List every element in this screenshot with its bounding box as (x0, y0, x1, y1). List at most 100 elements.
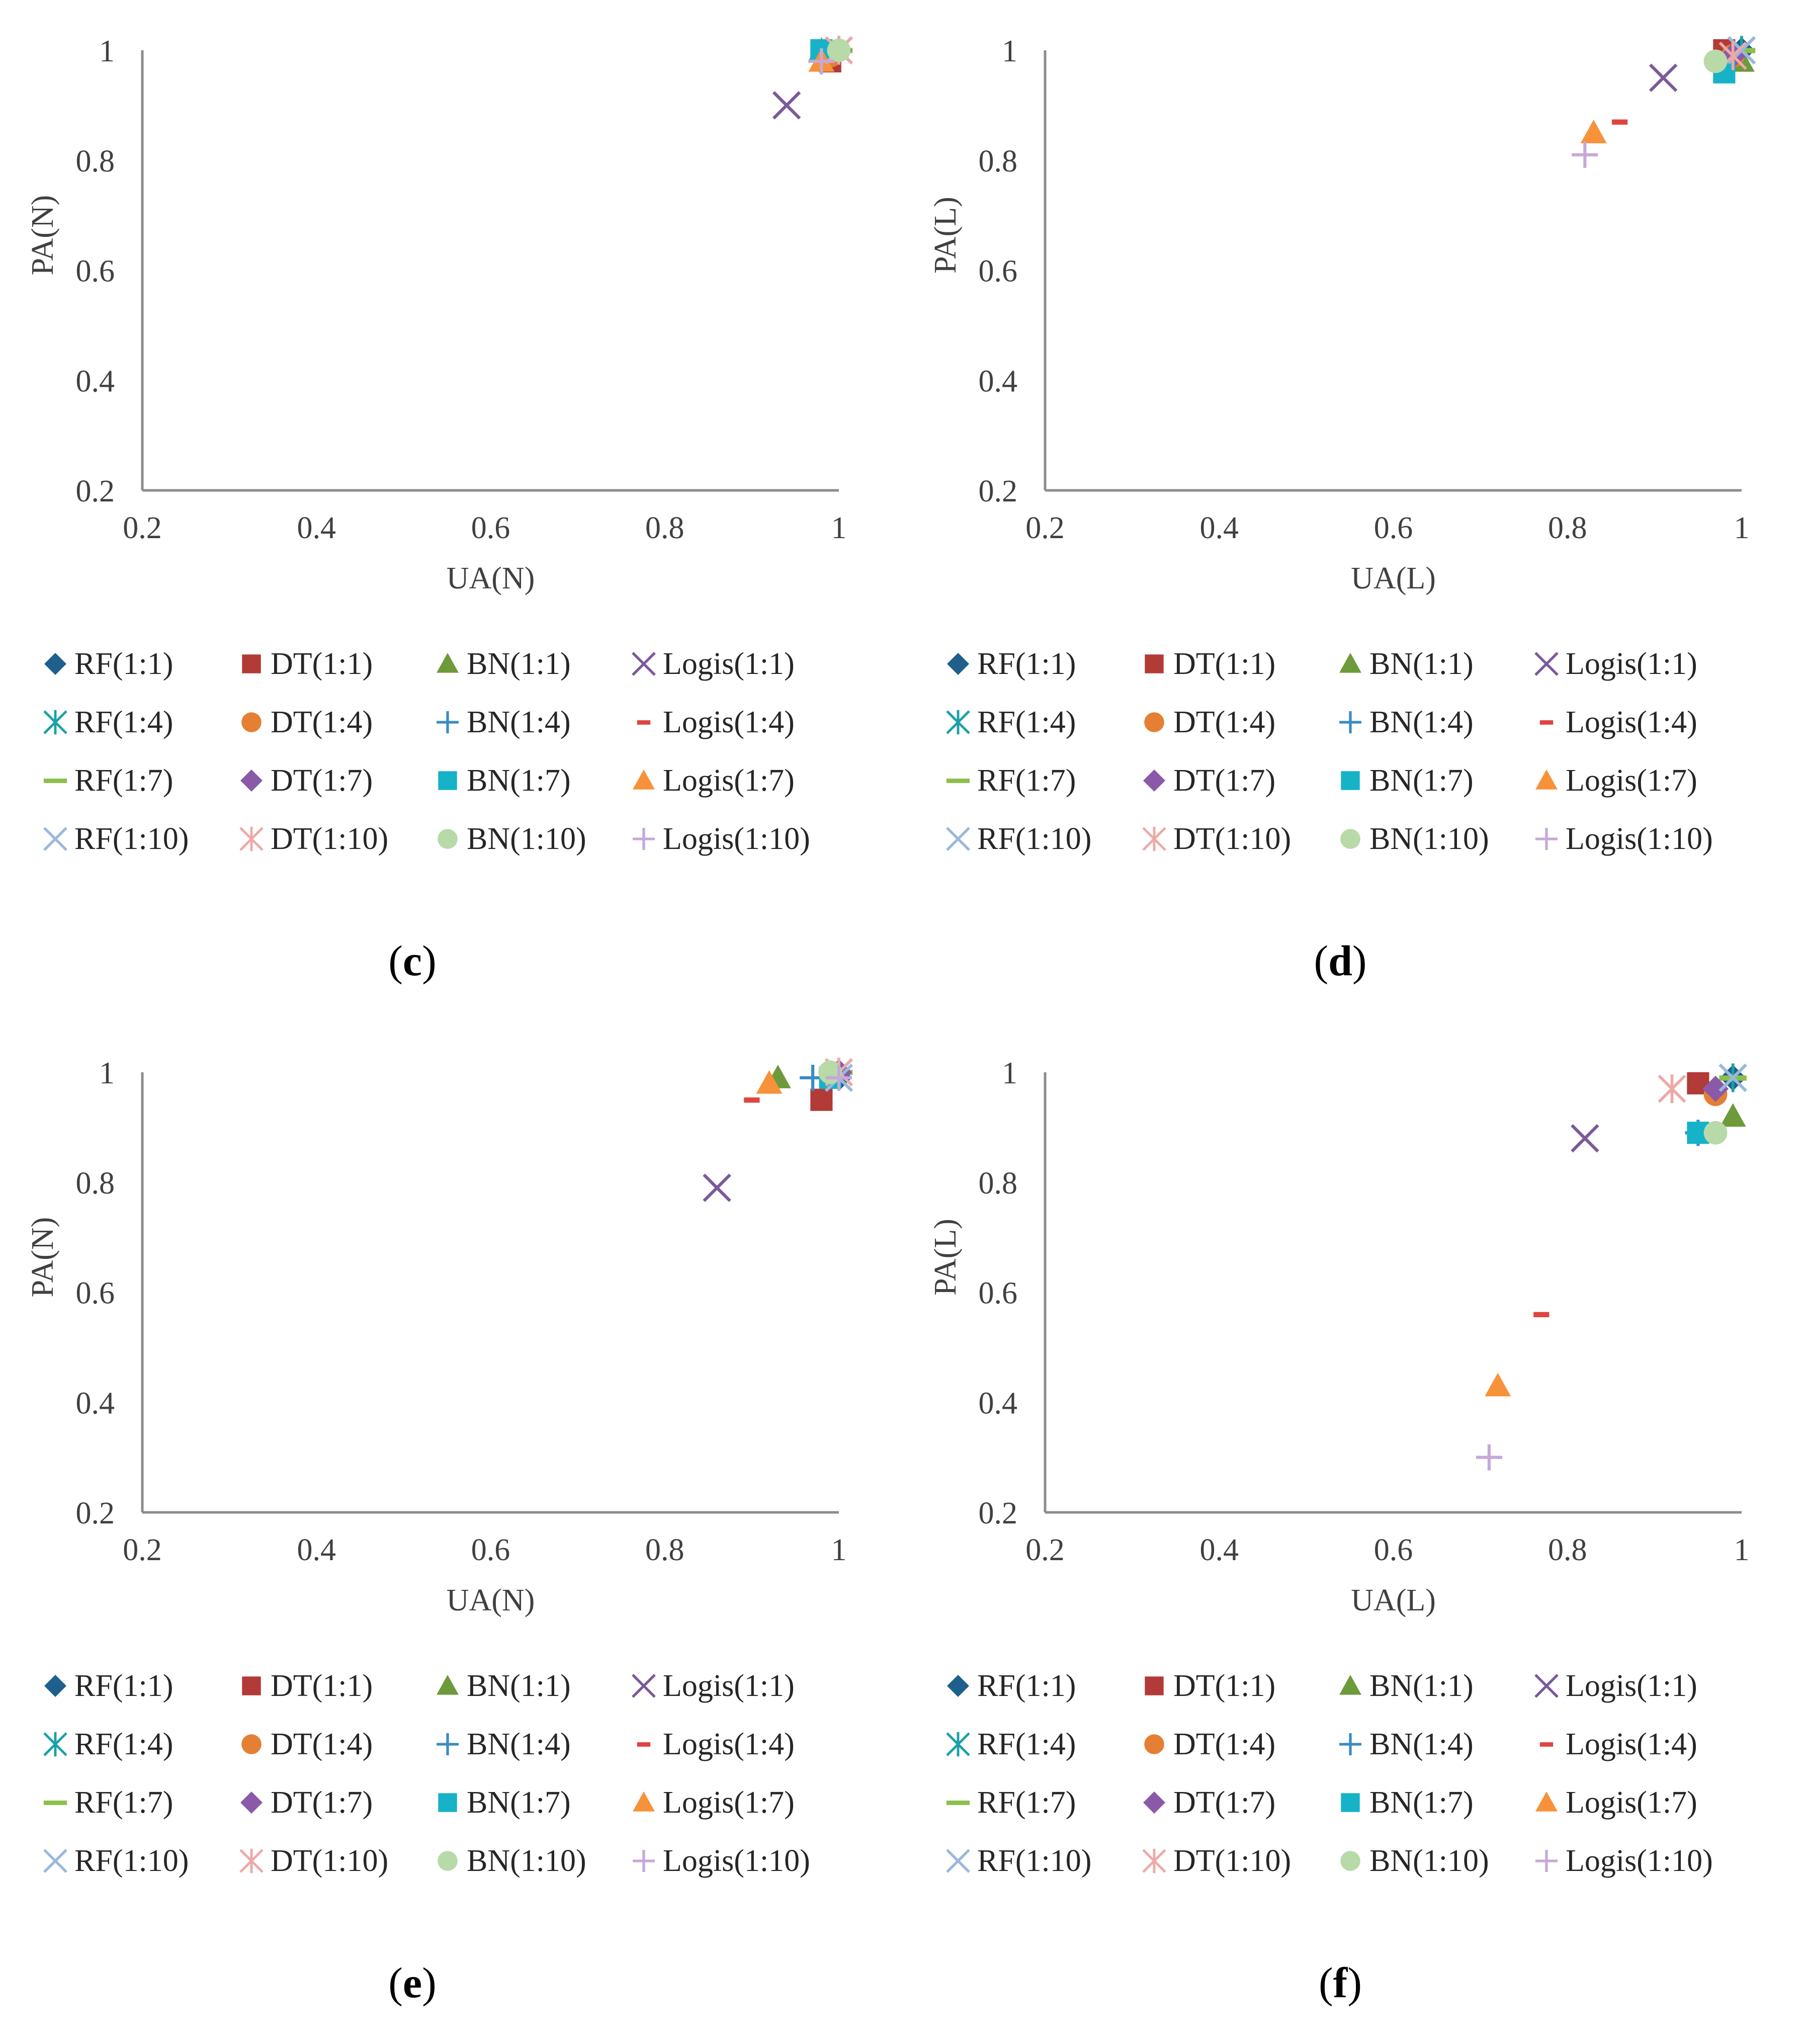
legend-marker-dt-1-10 (1142, 1848, 1166, 1873)
legend-marker-bn-1-10 (438, 829, 458, 849)
scatter-plot-f: 0.2 0.4 0.6 0.8 1 0.2 0.4 0.6 0.8 1 UA(L) PA(L) RF(1… (928, 1056, 1750, 1878)
legend-label: BN(1:10) (467, 1844, 586, 1878)
x-tick-label: 0.4 (297, 1533, 336, 1567)
legend-label: Logis(1:4) (1566, 1727, 1697, 1761)
legend-label: RF(1:1) (74, 1669, 173, 1703)
x-tick-label: 1 (831, 1533, 847, 1567)
x-tick-label: 1 (1734, 1533, 1750, 1567)
x-tick-label: 0.4 (1200, 511, 1239, 545)
legend-marker-dt-1-10 (239, 1848, 264, 1873)
legend-label: BN(1:10) (1369, 822, 1489, 856)
legend-label: Logis(1:1) (1566, 647, 1697, 681)
legend-marker-rf-1-7 (43, 779, 67, 783)
legend-label: BN(1:1) (1369, 1669, 1474, 1703)
legend-label: Logis(1:7) (1566, 1785, 1697, 1820)
y-axis-title: PA(L) (928, 197, 963, 274)
legend-marker-logis-1-4 (637, 1742, 651, 1747)
data-point-dt-1-1 (810, 1088, 833, 1111)
y-tick-label: 1 (1002, 1056, 1017, 1090)
legend-marker-rf-1-1 (947, 653, 969, 675)
legend-label: RF(1:10) (977, 822, 1091, 856)
legend-marker-bn-1-7 (1341, 771, 1360, 790)
x-tick-label: 0.8 (645, 1533, 684, 1567)
legend-label: Logis(1:4) (1566, 705, 1697, 739)
panel-f: 0.2 0.4 0.6 0.8 1 0.2 0.4 0.6 0.8 1 UA(L) PA(L) RF(1… (903, 1022, 1805, 2044)
legend-label: DT(1:1) (271, 647, 373, 681)
x-tick-label: 0.6 (471, 1533, 510, 1567)
data-point-logis-1-4 (1612, 119, 1628, 125)
legend-label: RF(1:4) (74, 1727, 173, 1761)
y-tick-label: 0.2 (76, 474, 115, 508)
legend-label: DT(1:4) (1173, 705, 1275, 739)
y-tick-label: 1 (99, 1056, 115, 1090)
legend-label: RF(1:10) (74, 822, 189, 856)
legend-label: DT(1:4) (271, 1727, 373, 1761)
legend-label: DT(1:1) (271, 1669, 373, 1703)
legend-label: BN(1:7) (1369, 1785, 1474, 1820)
legend-marker-logis-1-1 (632, 652, 656, 676)
legend-marker-bn-1-1 (1339, 653, 1361, 673)
x-tick-label: 1 (1734, 511, 1750, 545)
legend-label: BN(1:4) (467, 705, 571, 739)
legend-marker-logis-1-1 (632, 1674, 656, 1698)
x-axis-title: UA(L) (1351, 561, 1436, 595)
legend-marker-dt-1-4 (241, 1734, 262, 1754)
legend-label: Logis(1:4) (663, 1727, 795, 1761)
legend-marker-bn-1-7 (438, 771, 457, 790)
legend-marker-logis-1-4 (1539, 1742, 1554, 1747)
legend-marker-rf-1-10 (43, 1849, 67, 1873)
data-point-logis-1-10 (826, 1064, 852, 1091)
x-tick-label: 0.8 (1548, 511, 1587, 545)
legend-marker-dt-1-10 (1142, 826, 1166, 851)
legend-marker-logis-1-1 (1534, 1674, 1559, 1698)
legend-label: DT(1:7) (1173, 763, 1275, 798)
legend-marker-rf-1-4 (43, 1732, 67, 1757)
legend-label: DT(1:7) (271, 1785, 373, 1820)
legend-label: BN(1:4) (1369, 1727, 1474, 1761)
legend-label: DT(1:1) (1173, 647, 1275, 681)
legend-marker-dt-1-4 (241, 712, 262, 732)
legend-label: Logis(1:1) (1566, 1669, 1697, 1703)
legend-label: DT(1:10) (271, 822, 388, 856)
x-tick-label: 0.4 (1200, 1533, 1239, 1567)
x-tick-label: 0.2 (1025, 1533, 1065, 1567)
legend-marker-bn-1-10 (1340, 829, 1360, 849)
legend-marker-dt-1-1 (242, 654, 261, 673)
y-tick-label: 0.4 (979, 364, 1018, 398)
x-axis-title: UA(N) (447, 1583, 535, 1617)
panel-c: 0.2 0.4 0.6 0.8 1 0.2 0.4 0.6 0.8 1 UA(N) PA(N) RF(1… (0, 0, 903, 1022)
legend-marker-rf-1-1 (44, 1675, 66, 1697)
legend-label: Logis(1:1) (663, 647, 795, 681)
legend-label: Logis(1:10) (663, 1844, 810, 1878)
scatter-plot-d: 0.2 0.4 0.6 0.8 1 0.2 0.4 0.6 0.8 1 UA(L) PA(L) RF(1… (928, 34, 1756, 856)
legend-marker-dt-1-10 (239, 826, 264, 851)
y-tick-label: 0.2 (76, 1496, 115, 1530)
data-point-logis-1-7 (756, 1070, 783, 1094)
data-point-rf-1-10 (1718, 1063, 1747, 1092)
legend-label: BN(1:1) (467, 1669, 571, 1703)
legend-marker-dt-1-1 (242, 1676, 261, 1695)
legend-marker-bn-1-10 (1340, 1851, 1360, 1871)
legend-label: Logis(1:10) (1566, 822, 1713, 856)
y-tick-label: 0.8 (979, 1166, 1018, 1201)
y-axis-title: PA(L) (928, 1219, 963, 1296)
legend-marker-rf-1-10 (43, 827, 67, 851)
data-point-logis-1-4 (1533, 1312, 1550, 1317)
legend-marker-rf-1-7 (946, 1801, 970, 1805)
legend-label: DT(1:10) (1173, 822, 1291, 856)
legend-label: Logis(1:7) (663, 1785, 795, 1820)
legend-marker-dt-1-7 (240, 770, 263, 792)
legend-marker-bn-1-7 (438, 1793, 457, 1812)
legend-marker-rf-1-10 (946, 1849, 970, 1873)
legend-marker-dt-1-7 (1143, 770, 1165, 792)
legend-marker-bn-1-1 (1339, 1675, 1361, 1695)
legend-label: DT(1:10) (271, 1844, 388, 1878)
x-tick-label: 0.4 (297, 511, 336, 545)
legend-label: RF(1:7) (74, 1785, 173, 1820)
legend-marker-logis-1-10 (1535, 1850, 1558, 1872)
legend-marker-dt-1-4 (1144, 1734, 1164, 1754)
legend-label: RF(1:4) (977, 705, 1076, 739)
data-point-bn-1-1 (1719, 1103, 1746, 1127)
legend-marker-dt-1-7 (1143, 1792, 1165, 1814)
data-point-dt-1-10 (1658, 1074, 1686, 1103)
